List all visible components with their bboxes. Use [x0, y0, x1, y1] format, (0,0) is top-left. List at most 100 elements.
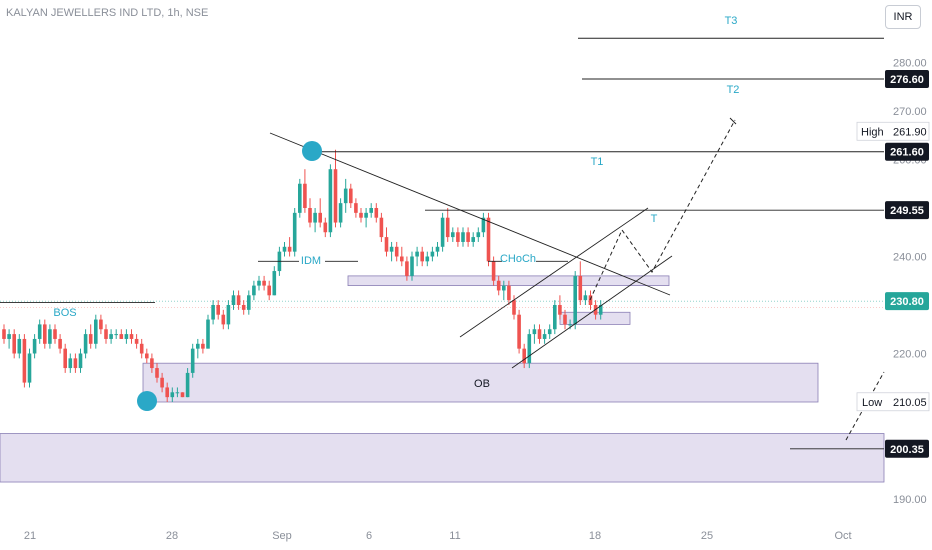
candle-body [496, 280, 501, 291]
price-tag-200-35 [885, 439, 929, 458]
candle-body [400, 256, 404, 262]
candle-body [420, 251, 424, 262]
candle-body [471, 237, 475, 242]
candle-body [37, 324, 42, 339]
candle-body [425, 256, 430, 262]
candle-body [502, 285, 506, 291]
candle-body [226, 305, 231, 325]
idm-bg [299, 256, 325, 267]
candle-body [267, 285, 271, 296]
y-tick-label: 220.00 [893, 349, 927, 361]
candle-body [175, 392, 180, 394]
price-tag-label: 200.35 [890, 444, 924, 456]
swing-low-marker [137, 391, 157, 411]
chart-title: KALYAN JEWELLERS IND LTD, 1h, NSE [6, 7, 208, 19]
candle-body [190, 348, 195, 373]
candle-body [578, 275, 583, 301]
candle-body [104, 329, 108, 339]
candle-body [476, 232, 481, 238]
candle-body [333, 169, 338, 223]
candle-body [563, 314, 567, 325]
low-tag-value: 210.05 [893, 397, 927, 409]
candle-body [88, 334, 93, 344]
candle-body [349, 188, 353, 204]
candle-body [252, 285, 256, 296]
candle-body [2, 329, 6, 339]
high-tag [856, 121, 930, 141]
swing-high-marker [302, 141, 322, 161]
idm-label: IDM [301, 255, 321, 267]
candle-body [221, 314, 226, 325]
candle-body [507, 285, 511, 301]
x-tick-label: Sep [272, 530, 292, 542]
candle-body [415, 251, 419, 257]
candle-body [328, 169, 333, 233]
candle-body [282, 246, 287, 252]
candle-body [491, 261, 496, 281]
candle-body [63, 348, 67, 369]
candle-body [558, 305, 562, 315]
channel-upper [459, 207, 649, 338]
candle-body [298, 183, 302, 213]
bos-label: BOS [53, 307, 76, 319]
candle-body [94, 319, 98, 344]
candle-body [165, 387, 169, 398]
candle-body [124, 334, 129, 339]
candle-body [241, 305, 246, 310]
candle-body [12, 334, 16, 354]
candle-body [435, 246, 440, 252]
candle-body [53, 329, 57, 339]
descending-trendline [269, 132, 671, 296]
x-tick-label: Oct [834, 530, 851, 542]
candle-body [517, 314, 521, 349]
x-tick-label: 11 [449, 530, 460, 542]
candle-body [139, 343, 144, 354]
candle-body [185, 372, 190, 398]
candle-body [150, 358, 154, 369]
candle-body [155, 368, 159, 378]
candle-body [313, 212, 317, 223]
candle-body [83, 334, 88, 354]
candle-body [109, 334, 113, 339]
candle-body [522, 348, 526, 364]
candle-body [481, 217, 486, 233]
candle-body [211, 305, 215, 320]
price-tag-label: 249.55 [890, 205, 924, 217]
y-tick-label: 270.00 [893, 106, 927, 118]
candle-body [114, 334, 118, 336]
candle-body [292, 212, 297, 252]
candle-body [451, 232, 455, 238]
target-t2-label: T2 [727, 84, 740, 96]
candle-body [119, 334, 124, 339]
candle-body [236, 295, 241, 305]
candle-body [440, 217, 445, 247]
candle-body [369, 208, 373, 213]
candle-body [573, 275, 577, 325]
x-tick-label: 6 [366, 530, 372, 542]
candle-body [196, 343, 200, 349]
choch-label: CHoCh [500, 253, 536, 265]
low-tag [856, 392, 930, 412]
candle-body [343, 188, 348, 204]
candle-body [486, 217, 491, 262]
price-tag-label: 261.60 [890, 147, 924, 159]
candle-body [160, 377, 164, 388]
candle-body [512, 300, 516, 315]
candle-body [598, 305, 603, 315]
candle-body [216, 305, 220, 315]
price-tag-230-80 [885, 292, 929, 311]
candle-body [547, 329, 552, 335]
candle-body [445, 217, 450, 238]
candle-body [22, 338, 27, 383]
candle-body [410, 256, 414, 276]
candle-body [48, 329, 52, 344]
candle-body [99, 319, 103, 330]
candle-body [568, 324, 572, 326]
candle-body [583, 295, 588, 301]
candle-body [364, 212, 368, 218]
candle-body [456, 232, 460, 242]
currency-button[interactable]: INR [885, 5, 921, 29]
zones-layer [0, 275, 885, 483]
x-tick-label: 28 [166, 530, 178, 542]
